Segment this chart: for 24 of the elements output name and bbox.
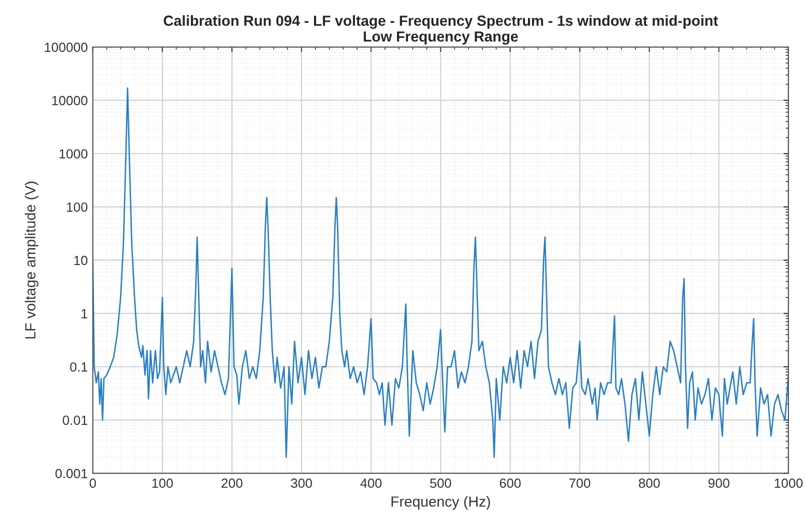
x-tick-label: 900 [708, 478, 730, 488]
x-axis-title: Frequency (Hz) [392, 496, 490, 510]
x-tick-label: 700 [569, 478, 590, 488]
y-tick-label: 1000 [60, 149, 88, 159]
y-tick-label: 1 [82, 309, 88, 318]
y-axis-title: LF voltage amplitude (V) [24, 182, 38, 338]
y-tick-label: 0.001 [55, 468, 88, 478]
y-tick-label: 10000 [52, 96, 88, 106]
x-tick-label: 300 [290, 478, 312, 488]
y-tick-label: 100 [66, 202, 88, 212]
chart-title: Calibration Run 094 - LF voltage - Frequency Spectrum - 1s window at mid-point Low Frequency Range [164, 15, 718, 45]
y-tick-label: 0.1 [70, 362, 88, 372]
x-tick-label: 600 [500, 478, 521, 488]
y-tick-label: 0.01 [62, 416, 88, 425]
y-tick-label: 100000 [44, 42, 88, 52]
x-tick-label: 800 [638, 478, 660, 488]
x-tick-label: 1000 [774, 478, 803, 488]
x-tick-label: 500 [430, 478, 452, 488]
x-tick-label: 100 [152, 478, 173, 488]
x-tick-label: 400 [360, 478, 382, 488]
x-tick-label: 0 [90, 478, 96, 488]
x-tick-label: 200 [222, 478, 242, 488]
line-series [92, 87, 788, 458]
y-tick-label: 10 [74, 256, 88, 266]
